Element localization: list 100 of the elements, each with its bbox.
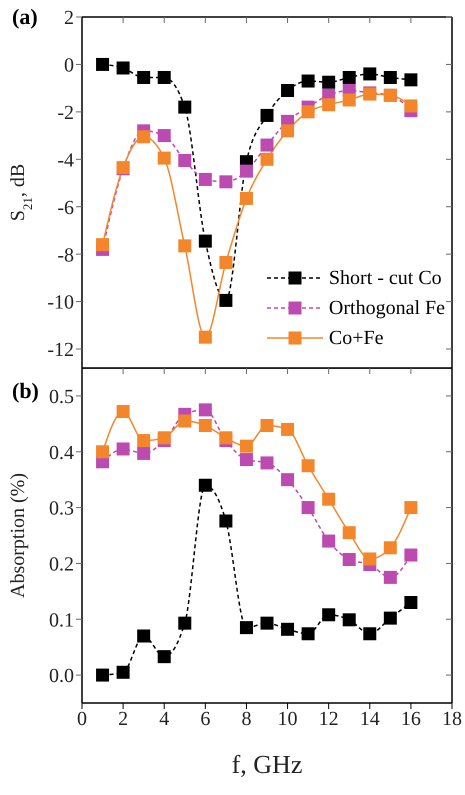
- y-tick-label: -10: [47, 292, 74, 314]
- point: [404, 73, 418, 86]
- point: [240, 440, 253, 453]
- point: [96, 668, 110, 682]
- point: [137, 434, 150, 448]
- point: [260, 616, 274, 630]
- point: [322, 492, 336, 506]
- point: [384, 570, 397, 584]
- point: [219, 514, 232, 528]
- point: [342, 94, 356, 107]
- point: [137, 446, 150, 460]
- x-tick-label: 4: [159, 708, 170, 730]
- point: [404, 548, 418, 562]
- point: [158, 70, 171, 84]
- point: [219, 175, 232, 188]
- point: [302, 501, 315, 514]
- point: [342, 553, 356, 566]
- point: [322, 534, 336, 548]
- y-tick-label: 0: [64, 54, 74, 77]
- point: [260, 108, 274, 122]
- legend-label: Co+Fe: [328, 326, 384, 350]
- point: [281, 124, 294, 138]
- point: [363, 67, 376, 80]
- point: [384, 541, 397, 554]
- y-tick-label: -12: [47, 339, 74, 362]
- x-tick-label: 2: [118, 708, 128, 730]
- point: [384, 70, 397, 84]
- point: [260, 419, 274, 432]
- text: (b): [12, 378, 39, 404]
- point: [198, 478, 212, 492]
- point: [363, 552, 376, 566]
- point: [302, 105, 315, 118]
- point: [158, 152, 171, 165]
- point: [198, 172, 212, 186]
- x-tick-label: 16: [400, 708, 421, 730]
- point: [219, 294, 232, 307]
- y-tick-label: 0.1: [49, 609, 74, 632]
- y-tick-label: 0.2: [49, 554, 74, 576]
- point: [158, 650, 171, 664]
- point: [178, 100, 192, 114]
- point: [198, 419, 212, 432]
- point: [178, 616, 192, 630]
- point: [198, 330, 212, 344]
- point: [116, 666, 130, 679]
- point: [281, 473, 294, 486]
- x-tick-label: 6: [200, 708, 210, 730]
- x-tick-label: 10: [278, 708, 298, 730]
- y-tick-label: -8: [57, 244, 74, 266]
- y-tick-label: 0.4: [49, 442, 74, 464]
- point: [363, 627, 376, 640]
- point: [281, 84, 294, 98]
- x-tick-label: 8: [241, 708, 252, 730]
- point: [96, 58, 110, 71]
- point: [219, 431, 232, 444]
- y-tick-label: -6: [57, 196, 74, 219]
- point: [322, 76, 336, 89]
- y-tick-label: 0.0: [49, 665, 74, 688]
- point: [260, 152, 274, 166]
- point: [178, 154, 192, 167]
- point: [116, 61, 130, 74]
- point: [198, 234, 212, 248]
- point: [116, 405, 130, 418]
- point: [137, 630, 150, 642]
- point: [302, 627, 315, 640]
- point: [240, 164, 253, 178]
- y-tick-label: -4: [57, 149, 74, 172]
- point: [302, 459, 315, 472]
- point: [404, 501, 418, 514]
- text: (a): [12, 4, 38, 30]
- point: [342, 613, 356, 626]
- point: [158, 129, 171, 142]
- y-tick-label: -2: [57, 102, 74, 124]
- x-tick-label: 12: [318, 708, 339, 730]
- x-tick-label: 14: [360, 708, 380, 730]
- point: [219, 256, 232, 269]
- point: [342, 70, 356, 84]
- legend-label: Short - cut Co: [328, 266, 442, 290]
- point: [96, 445, 110, 458]
- point: [137, 70, 150, 84]
- point: [240, 621, 253, 634]
- point: [322, 98, 336, 112]
- point: [342, 526, 356, 540]
- x-axis-title: f, GHz: [232, 750, 302, 779]
- point: [404, 596, 418, 609]
- point: [116, 442, 130, 456]
- point: [178, 239, 192, 252]
- point: [384, 612, 397, 625]
- point: [240, 192, 253, 205]
- point: [281, 622, 294, 636]
- x-tick-label: 18: [442, 708, 462, 730]
- point: [281, 422, 294, 436]
- point: [178, 414, 192, 428]
- point: [240, 453, 253, 466]
- point: [260, 456, 274, 470]
- point: [198, 403, 212, 416]
- point: [322, 608, 336, 622]
- point: [137, 130, 150, 144]
- y-tick-label: 0.5: [49, 386, 74, 408]
- y-tick-label: 0.3: [49, 498, 74, 520]
- y-axis-title: Absorption (%): [7, 473, 29, 598]
